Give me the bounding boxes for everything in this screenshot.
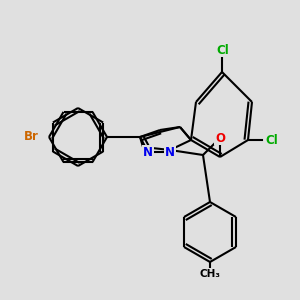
Text: O: O <box>215 131 225 145</box>
Text: N: N <box>165 146 175 158</box>
Text: Br: Br <box>24 130 39 143</box>
Text: Cl: Cl <box>266 134 278 146</box>
Text: N: N <box>143 146 153 158</box>
Text: Cl: Cl <box>217 44 230 56</box>
Text: CH₃: CH₃ <box>200 269 220 279</box>
